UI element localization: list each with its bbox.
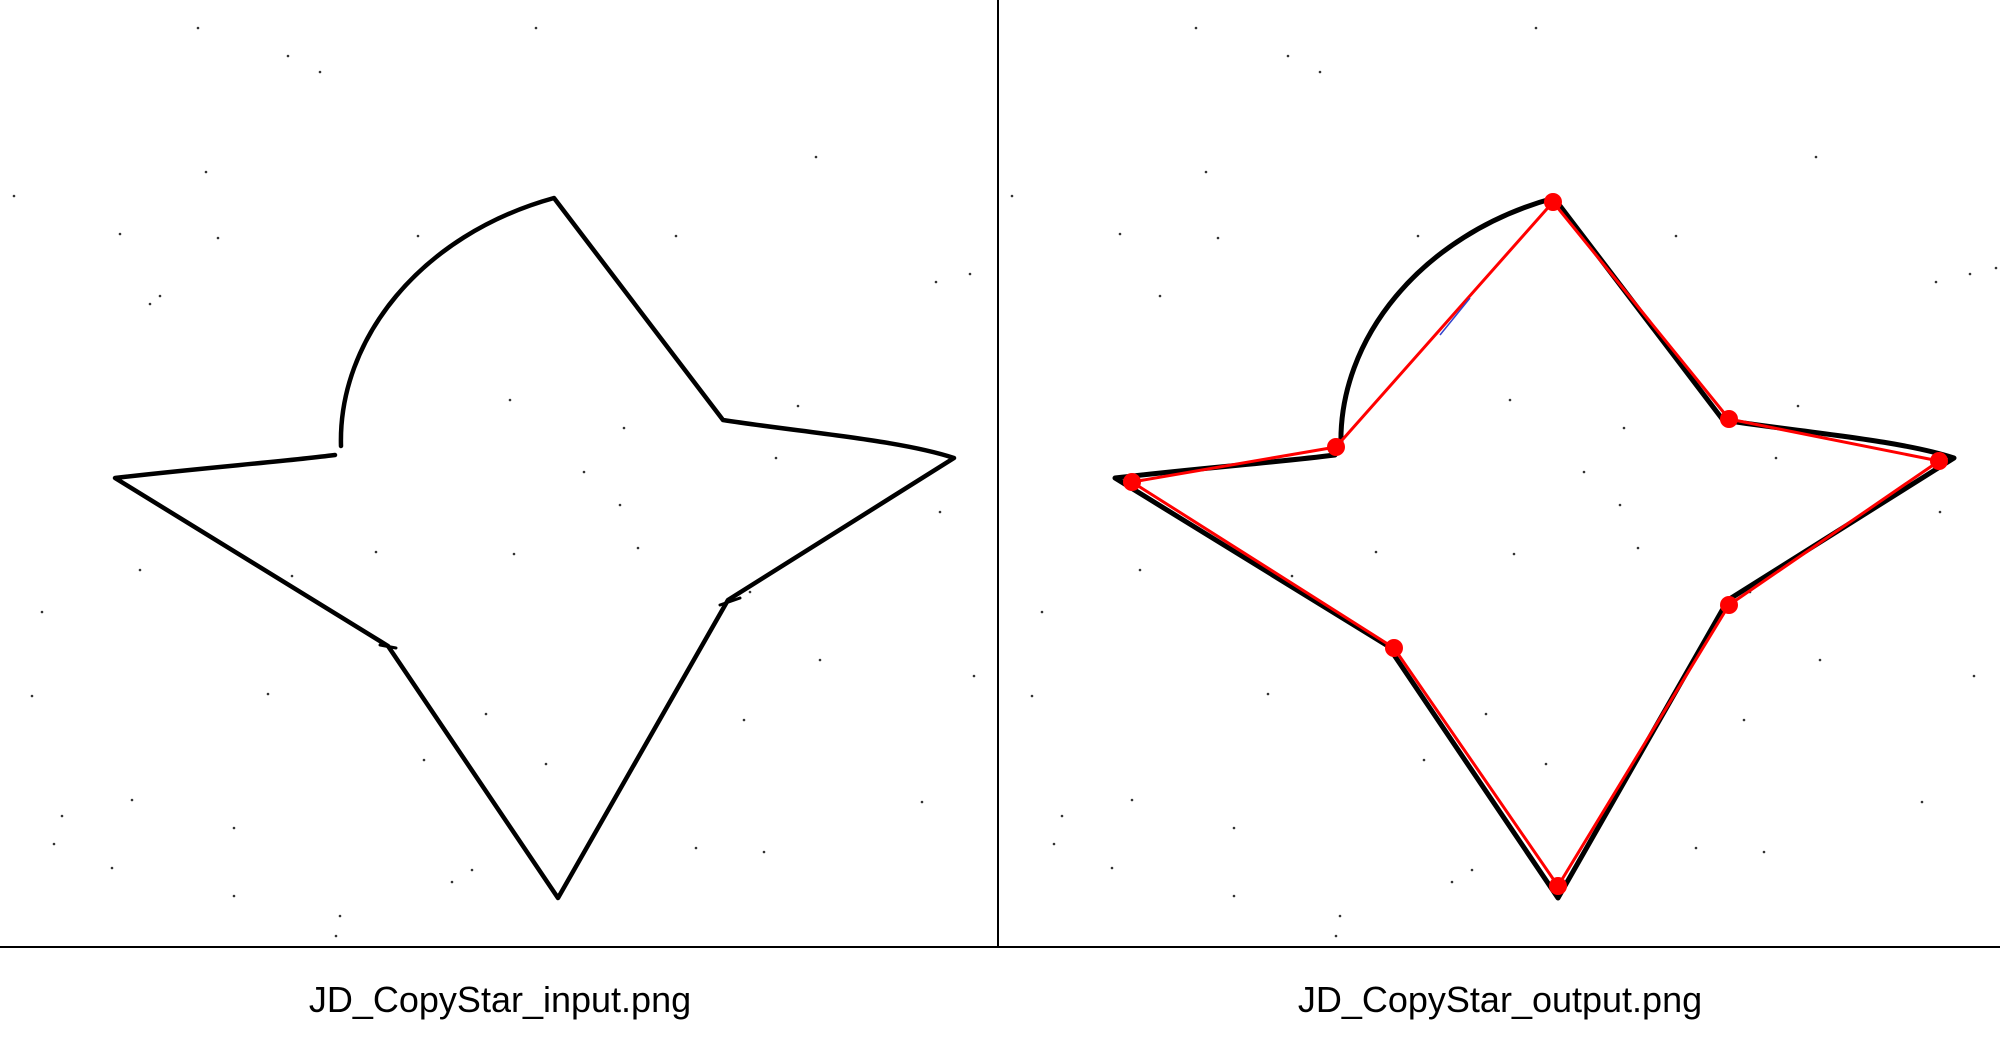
output-star-outline [1112,195,1957,901]
fitted-polygon [1130,200,1941,888]
input-stroke-gap-tick-left [378,643,398,650]
vertex-marker [1549,877,1567,895]
fitted-polygon-blue-hint [1439,297,1471,336]
fitted-vertices [1123,193,1948,895]
vertex-marker [1327,438,1345,456]
input-panel [12,26,976,938]
input-star-outline [112,195,957,901]
vertex-marker [1385,639,1403,657]
output-panel [1010,26,1998,938]
output-image-caption: JD_CopyStar_output.png [1297,979,1703,1020]
output-noise-dots [1010,26,1998,938]
vertex-marker [1720,596,1738,614]
vertex-marker [1123,473,1141,491]
input-image-caption: JD_CopyStar_input.png [308,979,692,1020]
vertex-marker [1930,452,1948,470]
input-noise-dots [12,26,976,938]
input-stroke-gap-tick-right [718,596,742,607]
vertex-marker [1544,193,1562,211]
vertex-marker [1720,410,1738,428]
